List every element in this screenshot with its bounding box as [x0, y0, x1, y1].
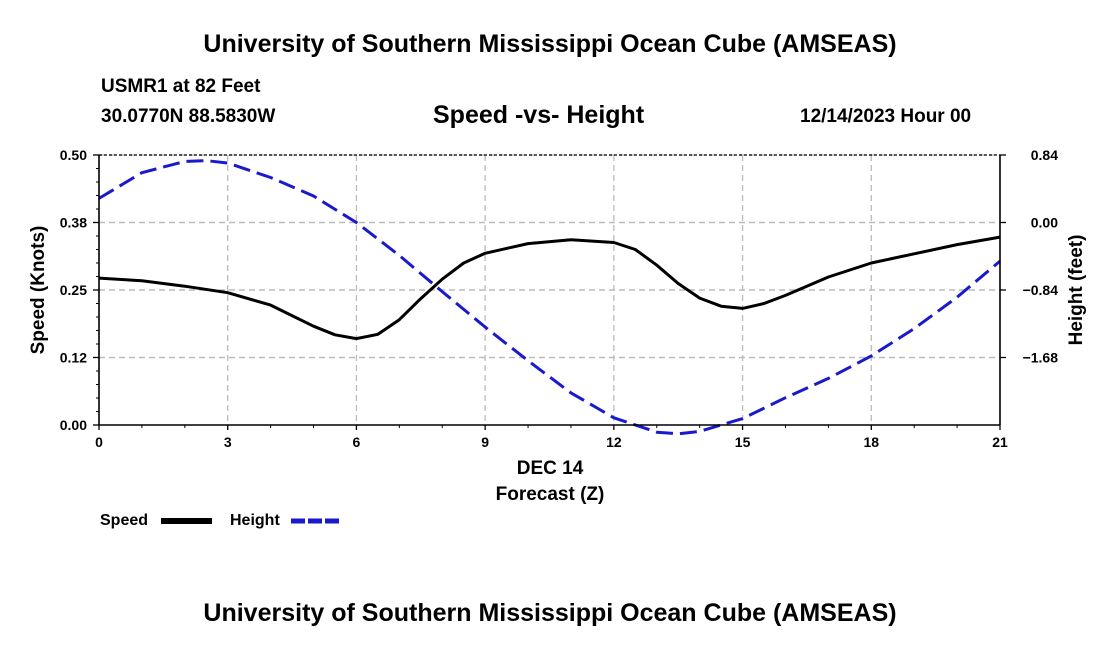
x-tick-label-12: 12	[606, 434, 622, 450]
chart-title: Speed -vs- Height	[433, 101, 645, 129]
tick-labels: 0 3 6 9 12 15 18 21 0.00 0.12 0.25 0.38 0.50 0.84 0.00…	[60, 147, 1058, 450]
x-tick-label-9: 9	[481, 434, 489, 450]
y-tick-label-0: 0.00	[60, 417, 87, 433]
x-axis-label: Forecast (Z)	[496, 484, 605, 505]
series-layer	[98, 159, 1001, 436]
legend-height-label: Height	[230, 512, 280, 529]
y-right-tick-label-0: 0.84	[1031, 147, 1058, 163]
x-tick-label-3: 3	[224, 434, 232, 450]
x-tick-label-6: 6	[353, 434, 361, 450]
y-right-tick-label-2: −0.84	[1023, 282, 1059, 298]
station-coordinates: 30.0770N 88.5830W	[101, 106, 276, 127]
station-label: USMR1 at 82 Feet	[101, 76, 261, 97]
y-tick-label-1: 0.12	[60, 350, 87, 366]
y-axis-right-label: Height (feet)	[1066, 235, 1087, 346]
y-tick-label-3: 0.38	[60, 215, 87, 231]
x-tick-label-15: 15	[735, 434, 751, 450]
series-line-height	[98, 159, 1001, 436]
forecast-date-hour: 12/14/2023 Hour 00	[800, 106, 972, 127]
y-right-tick-label-1: 0.00	[1031, 215, 1058, 231]
legend-speed-label: Speed	[100, 512, 148, 529]
x-tick-label-0: 0	[95, 434, 103, 450]
y-tick-label-2: 0.25	[60, 282, 87, 298]
series-line-speed	[98, 235, 1001, 341]
axes	[93, 154, 1006, 430]
y-axis-label: Speed (Knots)	[28, 226, 49, 355]
legend: Speed Height	[100, 512, 342, 529]
x-tick-label-18: 18	[863, 434, 879, 450]
grid	[99, 154, 1000, 425]
x-tick-label-21: 21	[992, 434, 1008, 450]
header-title: University of Southern Mississippi Ocean…	[203, 30, 897, 58]
x-axis-date-label: DEC 14	[517, 458, 584, 479]
y-tick-label-4: 0.50	[60, 147, 87, 163]
footer-title: University of Southern Mississippi Ocean…	[203, 599, 897, 627]
y-right-tick-label-3: −1.68	[1023, 350, 1059, 366]
